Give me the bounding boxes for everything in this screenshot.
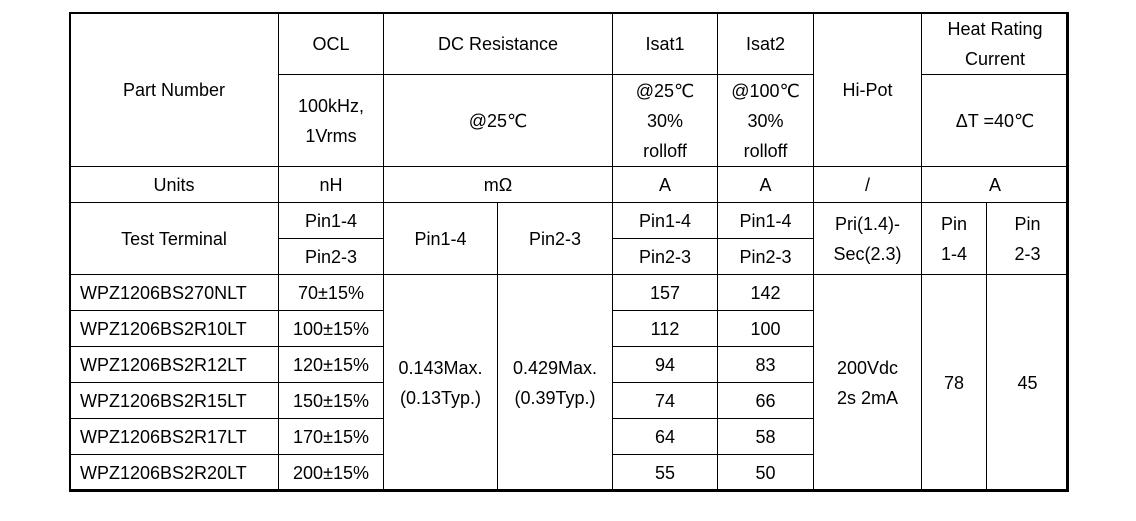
header-heat-rating-line-1: Heat Rating [947, 18, 1043, 39]
units-hipot: / [813, 166, 923, 203]
table-row: WPZ1206BS2R17LT 170±15% 64 58 [69, 418, 1069, 455]
dcr1-max: 0.143Max. [398, 358, 483, 378]
ocl-cell: 170±15% [278, 418, 384, 455]
units-row: Units nH mΩ A A / A [69, 166, 1070, 203]
isat2-cell: 66 [717, 382, 815, 419]
dcr1-shared-cell: 0.143Max. (0.13Typ.) [383, 274, 498, 492]
condition-isat1: @25℃ 30% rolloff [612, 74, 719, 167]
terminal-ocl-pin2-3: Pin2-3 [278, 238, 384, 275]
isat2-cell: 100 [717, 310, 815, 347]
terminal-label: Test Terminal [69, 202, 279, 275]
terminal-ocl-pin1-4: Pin1-4 [278, 202, 384, 239]
ocl-cell: 100±15% [278, 310, 384, 347]
condition-ocl-line-1: 100kHz, [297, 95, 365, 116]
units-isat1: A [612, 166, 719, 203]
isat2-cell: 58 [717, 418, 815, 455]
isat1-cell: 157 [612, 274, 719, 311]
units-ocl: nH [278, 166, 384, 203]
table-row: WPZ1206BS270NLT 70±15% 0.143Max. (0.13Ty… [69, 274, 1070, 492]
ocl-cell: 70±15% [278, 274, 384, 311]
header-dc-resistance: DC Resistance [382, 12, 614, 75]
isat1-cell: 55 [612, 454, 719, 492]
condition-isat2-line-2: 30% [747, 110, 784, 131]
part-number-cell: WPZ1206BS2R10LT [69, 310, 279, 347]
dcr2-typ: (0.39Typ.) [514, 388, 596, 408]
header-ocl: OCL [278, 12, 384, 75]
terminal-hipot-line-2: Sec(2.3) [833, 243, 902, 264]
header-isat2: Isat2 [717, 12, 815, 75]
condition-isat1-line-3: rolloff [643, 140, 687, 161]
terminal-heat1: Pin 1-4 [921, 202, 988, 275]
part-number-cell: WPZ1206BS2R20LT [69, 454, 279, 492]
heat1-shared-cell: 78 [921, 274, 988, 492]
header-heat-rating: Heat Rating Current [921, 12, 1070, 75]
terminal-dcr2: Pin2-3 [496, 202, 614, 275]
header-hipot: Hi-Pot [813, 12, 923, 167]
condition-heat: ΔT =40℃ [921, 74, 1070, 167]
ocl-cell: 200±15% [278, 454, 384, 492]
header-isat1: Isat1 [612, 12, 719, 75]
units-heat: A [921, 166, 1070, 203]
hipot-voltage: 200Vdc [836, 358, 899, 378]
table-row: WPZ1206BS2R10LT 100±15% 112 100 [69, 310, 1069, 347]
condition-ocl: 100kHz, 1Vrms [278, 74, 384, 167]
units-isat2: A [717, 166, 815, 203]
terminal-isat2-pin2-3: Pin2-3 [717, 238, 815, 275]
terminal-heat2-line-1: Pin [1014, 213, 1041, 234]
condition-isat2-line-3: rolloff [743, 140, 788, 161]
header-row-1: Part Number OCL DC Resistance Isat1 Isat… [69, 12, 1070, 167]
isat1-cell: 94 [612, 346, 719, 383]
terminal-heat1-line-2: 1-4 [941, 243, 968, 264]
terminal-row-2: Pin2-3 Pin2-3 Pin2-3 [70, 238, 1069, 275]
condition-dcr: @25℃ [382, 74, 614, 167]
isat2-cell: 142 [717, 274, 815, 311]
terminal-heat1-line-1: Pin [941, 213, 968, 234]
table-row: WPZ1206BS2R12LT 120±15% 94 83 [69, 346, 1069, 383]
dcr2-max: 0.429Max. [512, 358, 598, 378]
isat2-cell: 83 [717, 346, 815, 383]
ocl-cell: 150±15% [278, 382, 384, 419]
units-dcr: mΩ [382, 166, 614, 203]
part-number-cell: WPZ1206BS2R12LT [69, 346, 279, 383]
dcr2-shared-cell: 0.429Max. (0.39Typ.) [496, 274, 614, 492]
condition-isat1-line-2: 30% [647, 110, 684, 131]
hipot-shared-cell: 200Vdc 2s 2mA [813, 274, 923, 492]
table-row: WPZ1206BS2R20LT 200±15% 55 50 [69, 454, 1069, 492]
part-number-cell: WPZ1206BS2R15LT [69, 382, 279, 419]
condition-isat1-line-1: @25℃ [635, 80, 695, 101]
heat2-shared-cell: 45 [986, 274, 1070, 492]
header-heat-rating-line-2: Current [965, 48, 1026, 69]
spec-table: Part Number OCL DC Resistance Isat1 Isat… [69, 12, 1070, 492]
terminal-heat2-line-2: 2-3 [1014, 243, 1041, 264]
condition-isat2-line-1: @100℃ [731, 80, 800, 101]
terminal-isat2-pin1-4: Pin1-4 [717, 202, 815, 239]
terminal-hipot-line-1: Pri(1.4)- [835, 213, 901, 234]
conditions-row: 100kHz, 1Vrms @25℃ @25℃ 30% rolloff @100… [70, 74, 1070, 167]
condition-isat2: @100℃ 30% rolloff [717, 74, 815, 167]
units-label: Units [69, 166, 279, 203]
isat1-cell: 64 [612, 418, 719, 455]
terminal-isat1-pin1-4: Pin1-4 [612, 202, 719, 239]
part-number-cell: WPZ1206BS2R17LT [69, 418, 279, 455]
dcr1-typ: (0.13Typ.) [399, 388, 482, 408]
terminal-isat1-pin2-3: Pin2-3 [612, 238, 719, 275]
isat2-cell: 50 [717, 454, 815, 492]
terminal-hipot: Pri(1.4)- Sec(2.3) [813, 202, 923, 275]
terminal-row-1: Test Terminal Pin1-4 Pin1-4 Pin2-3 Pin1-… [69, 202, 1070, 275]
terminal-dcr1: Pin1-4 [383, 202, 498, 275]
header-part-number: Part Number [69, 12, 279, 167]
condition-ocl-line-2: 1Vrms [305, 125, 357, 146]
isat1-cell: 112 [612, 310, 719, 347]
hipot-condition: 2s 2mA [837, 388, 899, 408]
ocl-cell: 120±15% [278, 346, 384, 383]
isat1-cell: 74 [612, 382, 719, 419]
terminal-heat2: Pin 2-3 [986, 202, 1070, 275]
part-number-cell: WPZ1206BS270NLT [69, 274, 279, 311]
